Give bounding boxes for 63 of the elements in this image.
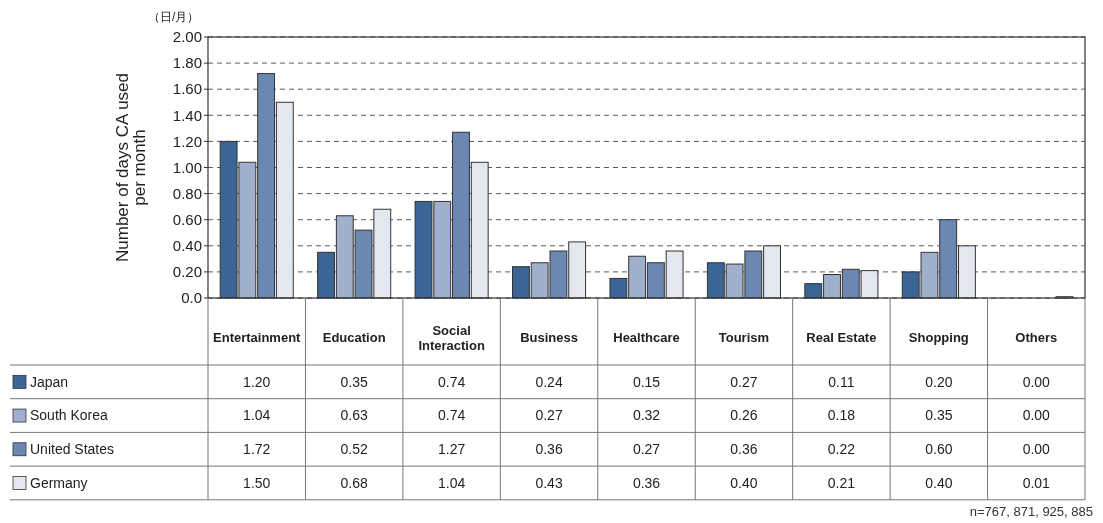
data-label: 0.00 [1022, 373, 1051, 390]
y-tick-label: 0.20 [172, 263, 202, 281]
y-tick-label: 0.60 [172, 210, 202, 228]
data-label: 0.74 [437, 373, 466, 390]
data-label: 0.60 [925, 441, 953, 458]
y-tick-label: 1.00 [172, 158, 202, 176]
data-label: 1.50 [243, 474, 271, 491]
y-tick-label: 1.20 [172, 132, 202, 150]
data-label: 0.20 [925, 373, 953, 390]
y-tick-label: 2.00 [172, 28, 202, 46]
data-label: 0.43 [535, 474, 563, 491]
data-label: 0.26 [730, 407, 758, 424]
x-tick-label: Tourism [718, 330, 770, 346]
x-tick-label: Shopping [908, 330, 969, 346]
x-tick-label: Real Estate [806, 330, 877, 346]
y-tick-label: 1.60 [172, 80, 202, 98]
legend-label: United States [30, 441, 115, 458]
data-label: 0.01 [1022, 474, 1051, 491]
data-label: 0.68 [340, 474, 368, 491]
data-label: 0.27 [730, 373, 758, 390]
x-tick-label: Business [520, 330, 578, 346]
legend-label: Germany [30, 474, 88, 491]
x-tick-label: Entertainment [213, 330, 302, 346]
data-label: 1.72 [243, 441, 271, 458]
text: n=767, 871, 925, 885 [969, 504, 1093, 519]
y-tick-label: 0.40 [172, 237, 202, 255]
data-label: 0.40 [925, 474, 953, 491]
data-label: 0.00 [1022, 441, 1051, 458]
x-tick-label: Others [1015, 330, 1058, 346]
data-label: 0.15 [632, 373, 661, 390]
data-label: 0.36 [632, 474, 661, 491]
data-label: 0.74 [437, 407, 466, 424]
data-label: 0.32 [632, 407, 661, 424]
data-label: 1.20 [243, 373, 271, 390]
data-label: 1.04 [243, 407, 271, 424]
data-label: 0.22 [827, 441, 856, 458]
data-label: 0.18 [827, 407, 856, 424]
data-label: 0.35 [340, 373, 368, 390]
data-label: 1.04 [437, 474, 466, 491]
legend-label: South Korea [30, 407, 109, 424]
data-label: 0.36 [730, 441, 758, 458]
y-tick-label: 0.80 [172, 184, 202, 202]
data-label: 0.52 [340, 441, 368, 458]
text: （日/月） [148, 10, 200, 24]
data-label: 0.24 [535, 373, 563, 390]
x-tick-label: Healthcare [613, 330, 680, 346]
y-tick-label: 0.0 [181, 289, 202, 307]
data-label: 0.27 [632, 441, 661, 458]
legend-label: Japan [30, 373, 69, 390]
data-label: 0.63 [340, 407, 368, 424]
data-label: 0.00 [1022, 407, 1051, 424]
data-label: 0.36 [535, 441, 563, 458]
y-axis-title: Number of days CA used per month [113, 73, 149, 262]
data-label: 0.11 [828, 373, 855, 390]
data-label: 0.40 [730, 474, 758, 491]
data-label: 0.21 [827, 474, 856, 491]
x-tick-label: Social Interaction [418, 322, 485, 353]
data-label: 0.35 [925, 407, 953, 424]
y-tick-label: 1.40 [172, 106, 202, 124]
y-tick-label: 1.80 [172, 54, 202, 72]
data-label: 1.27 [437, 441, 466, 458]
data-label: 0.27 [535, 407, 563, 424]
x-tick-label: Education [322, 330, 386, 346]
